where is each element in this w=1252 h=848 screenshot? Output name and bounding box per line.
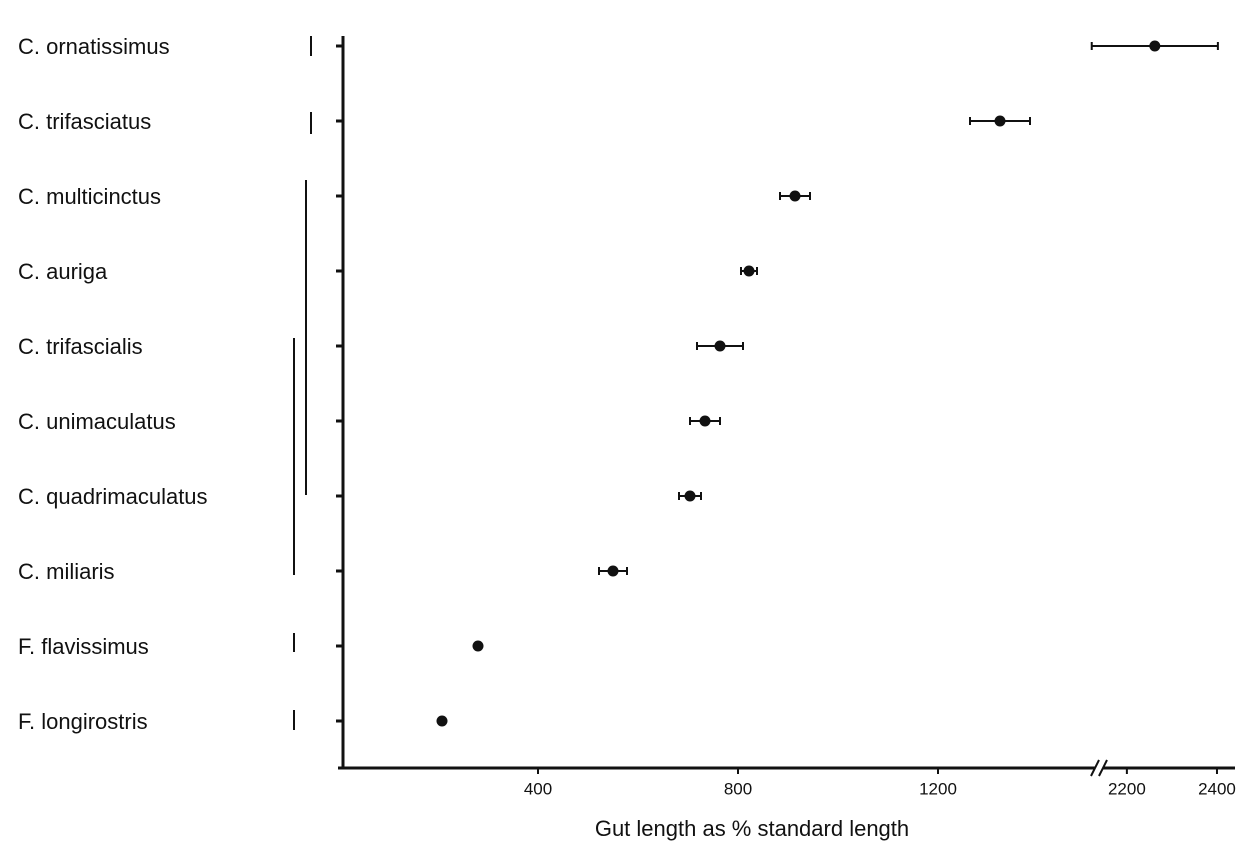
x-tick-label: 2200 (1108, 779, 1146, 798)
axis-break (1090, 759, 1100, 777)
group-brackets (293, 36, 312, 730)
x-tick-label: 1200 (919, 779, 957, 798)
dot (607, 565, 619, 577)
y-tick-label: C. auriga (18, 259, 108, 284)
x-axis-title: Gut length as % standard length (595, 816, 909, 841)
dot (789, 190, 801, 202)
dot (714, 340, 726, 352)
x-tick-label: 400 (524, 779, 552, 798)
dot (743, 265, 755, 277)
dot (1149, 40, 1161, 52)
dot (472, 640, 484, 652)
y-tick-label: C. unimaculatus (18, 409, 176, 434)
y-tick-label: C. miliaris (18, 559, 115, 584)
axis-break (1098, 759, 1108, 777)
y-tick-label: C. ornatissimus (18, 34, 170, 59)
y-tick-label: C. quadrimaculatus (18, 484, 208, 509)
y-tick-label: C. trifasciatus (18, 109, 151, 134)
dot (699, 415, 711, 427)
dot (994, 115, 1006, 127)
dot (684, 490, 696, 502)
dot (436, 715, 448, 727)
x-tick-label: 800 (724, 779, 752, 798)
y-tick-label: F. longirostris (18, 709, 148, 734)
y-tick-label: C. multicinctus (18, 184, 161, 209)
y-tick-label: F. flavissimus (18, 634, 149, 659)
y-tick-label: C. trifascialis (18, 334, 143, 359)
x-tick-label: 2400 (1198, 779, 1236, 798)
